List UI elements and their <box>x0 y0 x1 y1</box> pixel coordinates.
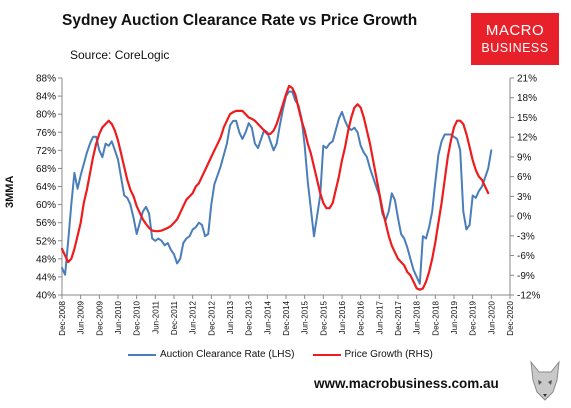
x-tick-label: Jun-2017 <box>375 300 384 334</box>
right-tick-label: 0% <box>517 212 532 223</box>
legend-item-clearance: Auction Clearance Rate (LHS) <box>128 349 295 360</box>
right-tick-label: -6% <box>517 251 535 262</box>
right-tick-label: -3% <box>517 231 535 242</box>
left-tick-label: 56% <box>36 218 56 229</box>
x-tick-label: Dec-2008 <box>58 300 67 335</box>
legend-swatch-price-growth <box>312 353 341 356</box>
right-tick-label: 18% <box>517 93 537 104</box>
right-tick-label: 21% <box>517 74 537 85</box>
x-tick-label: Jun-2011 <box>151 300 160 333</box>
left-tick-label: 72% <box>36 146 56 157</box>
series-line-price-growth <box>60 84 490 291</box>
x-tick-label: Jun-2016 <box>338 300 347 334</box>
legend-label-price-growth: Price Growth (RHS) <box>344 349 433 360</box>
left-tick-label: 76% <box>36 128 56 139</box>
left-tick-label: 80% <box>36 110 56 121</box>
logo-line-1: MACRO <box>485 22 545 39</box>
x-tick-label: Jun-2009 <box>77 300 86 334</box>
chart-source: Source: CoreLogic <box>70 48 170 62</box>
x-tick-label: Jun-2020 <box>487 300 496 334</box>
footer-url: www.macrobusiness.com.au <box>314 376 499 391</box>
x-tick-label: Jun-2012 <box>189 300 198 334</box>
left-tick-label: 84% <box>36 92 56 103</box>
x-tick-label: Dec-2011 <box>170 300 179 335</box>
x-tick-label: Dec-2020 <box>506 300 515 335</box>
left-tick-label: 40% <box>36 291 56 302</box>
x-tick-label: Jun-2018 <box>413 300 422 334</box>
right-tick-label: -9% <box>517 271 535 282</box>
legend-item-price-growth: Price Growth (RHS) <box>312 349 433 360</box>
series-line-clearance-rate <box>61 90 493 285</box>
x-tick-label: Dec-2013 <box>245 300 254 335</box>
x-tick-label: Dec-2014 <box>282 300 291 335</box>
x-tick-label: Jun-2010 <box>114 300 123 334</box>
right-tick-label: 15% <box>517 113 537 124</box>
right-tick-label: 6% <box>517 172 532 183</box>
x-tick-label: Dec-2010 <box>133 300 142 335</box>
chart-title: Sydney Auction Clearance Rate vs Price G… <box>62 12 418 29</box>
x-tick-label: Dec-2017 <box>394 300 403 335</box>
x-tick-label: Dec-2019 <box>469 300 478 335</box>
x-tick-label: Dec-2015 <box>319 300 328 335</box>
x-tick-label: Jun-2015 <box>301 300 310 334</box>
left-tick-label: 48% <box>36 254 56 265</box>
logo-line-2: BUSINESS <box>481 41 549 55</box>
fox-logo-icon <box>530 360 560 401</box>
chart-legend: Auction Clearance Rate (LHS) Price Growt… <box>128 349 451 360</box>
x-tick-label: Dec-2018 <box>431 300 440 335</box>
left-tick-label: 64% <box>36 182 56 193</box>
legend-label-clearance: Auction Clearance Rate (LHS) <box>160 349 295 360</box>
left-tick-label: 88% <box>36 74 56 85</box>
right-tick-label: 3% <box>517 192 532 203</box>
left-tick-label: 68% <box>36 164 56 175</box>
x-tick-label: Jun-2013 <box>226 300 235 334</box>
right-tick-label: 9% <box>517 152 532 163</box>
right-tick-label: -12% <box>517 291 540 302</box>
left-tick-label: 44% <box>36 272 56 283</box>
legend-swatch-clearance <box>128 353 156 356</box>
macrobusiness-logo: MACRO BUSINESS <box>471 13 559 65</box>
x-tick-label: Jun-2019 <box>450 300 459 334</box>
x-tick-label: Dec-2009 <box>95 300 104 335</box>
x-tick-label: Dec-2016 <box>357 300 366 335</box>
left-tick-label: 52% <box>36 236 56 247</box>
left-tick-label: 60% <box>36 200 56 211</box>
x-tick-label: Dec-2012 <box>207 300 216 335</box>
x-tick-label: Jun-2014 <box>263 300 272 334</box>
right-tick-label: 12% <box>517 133 537 144</box>
